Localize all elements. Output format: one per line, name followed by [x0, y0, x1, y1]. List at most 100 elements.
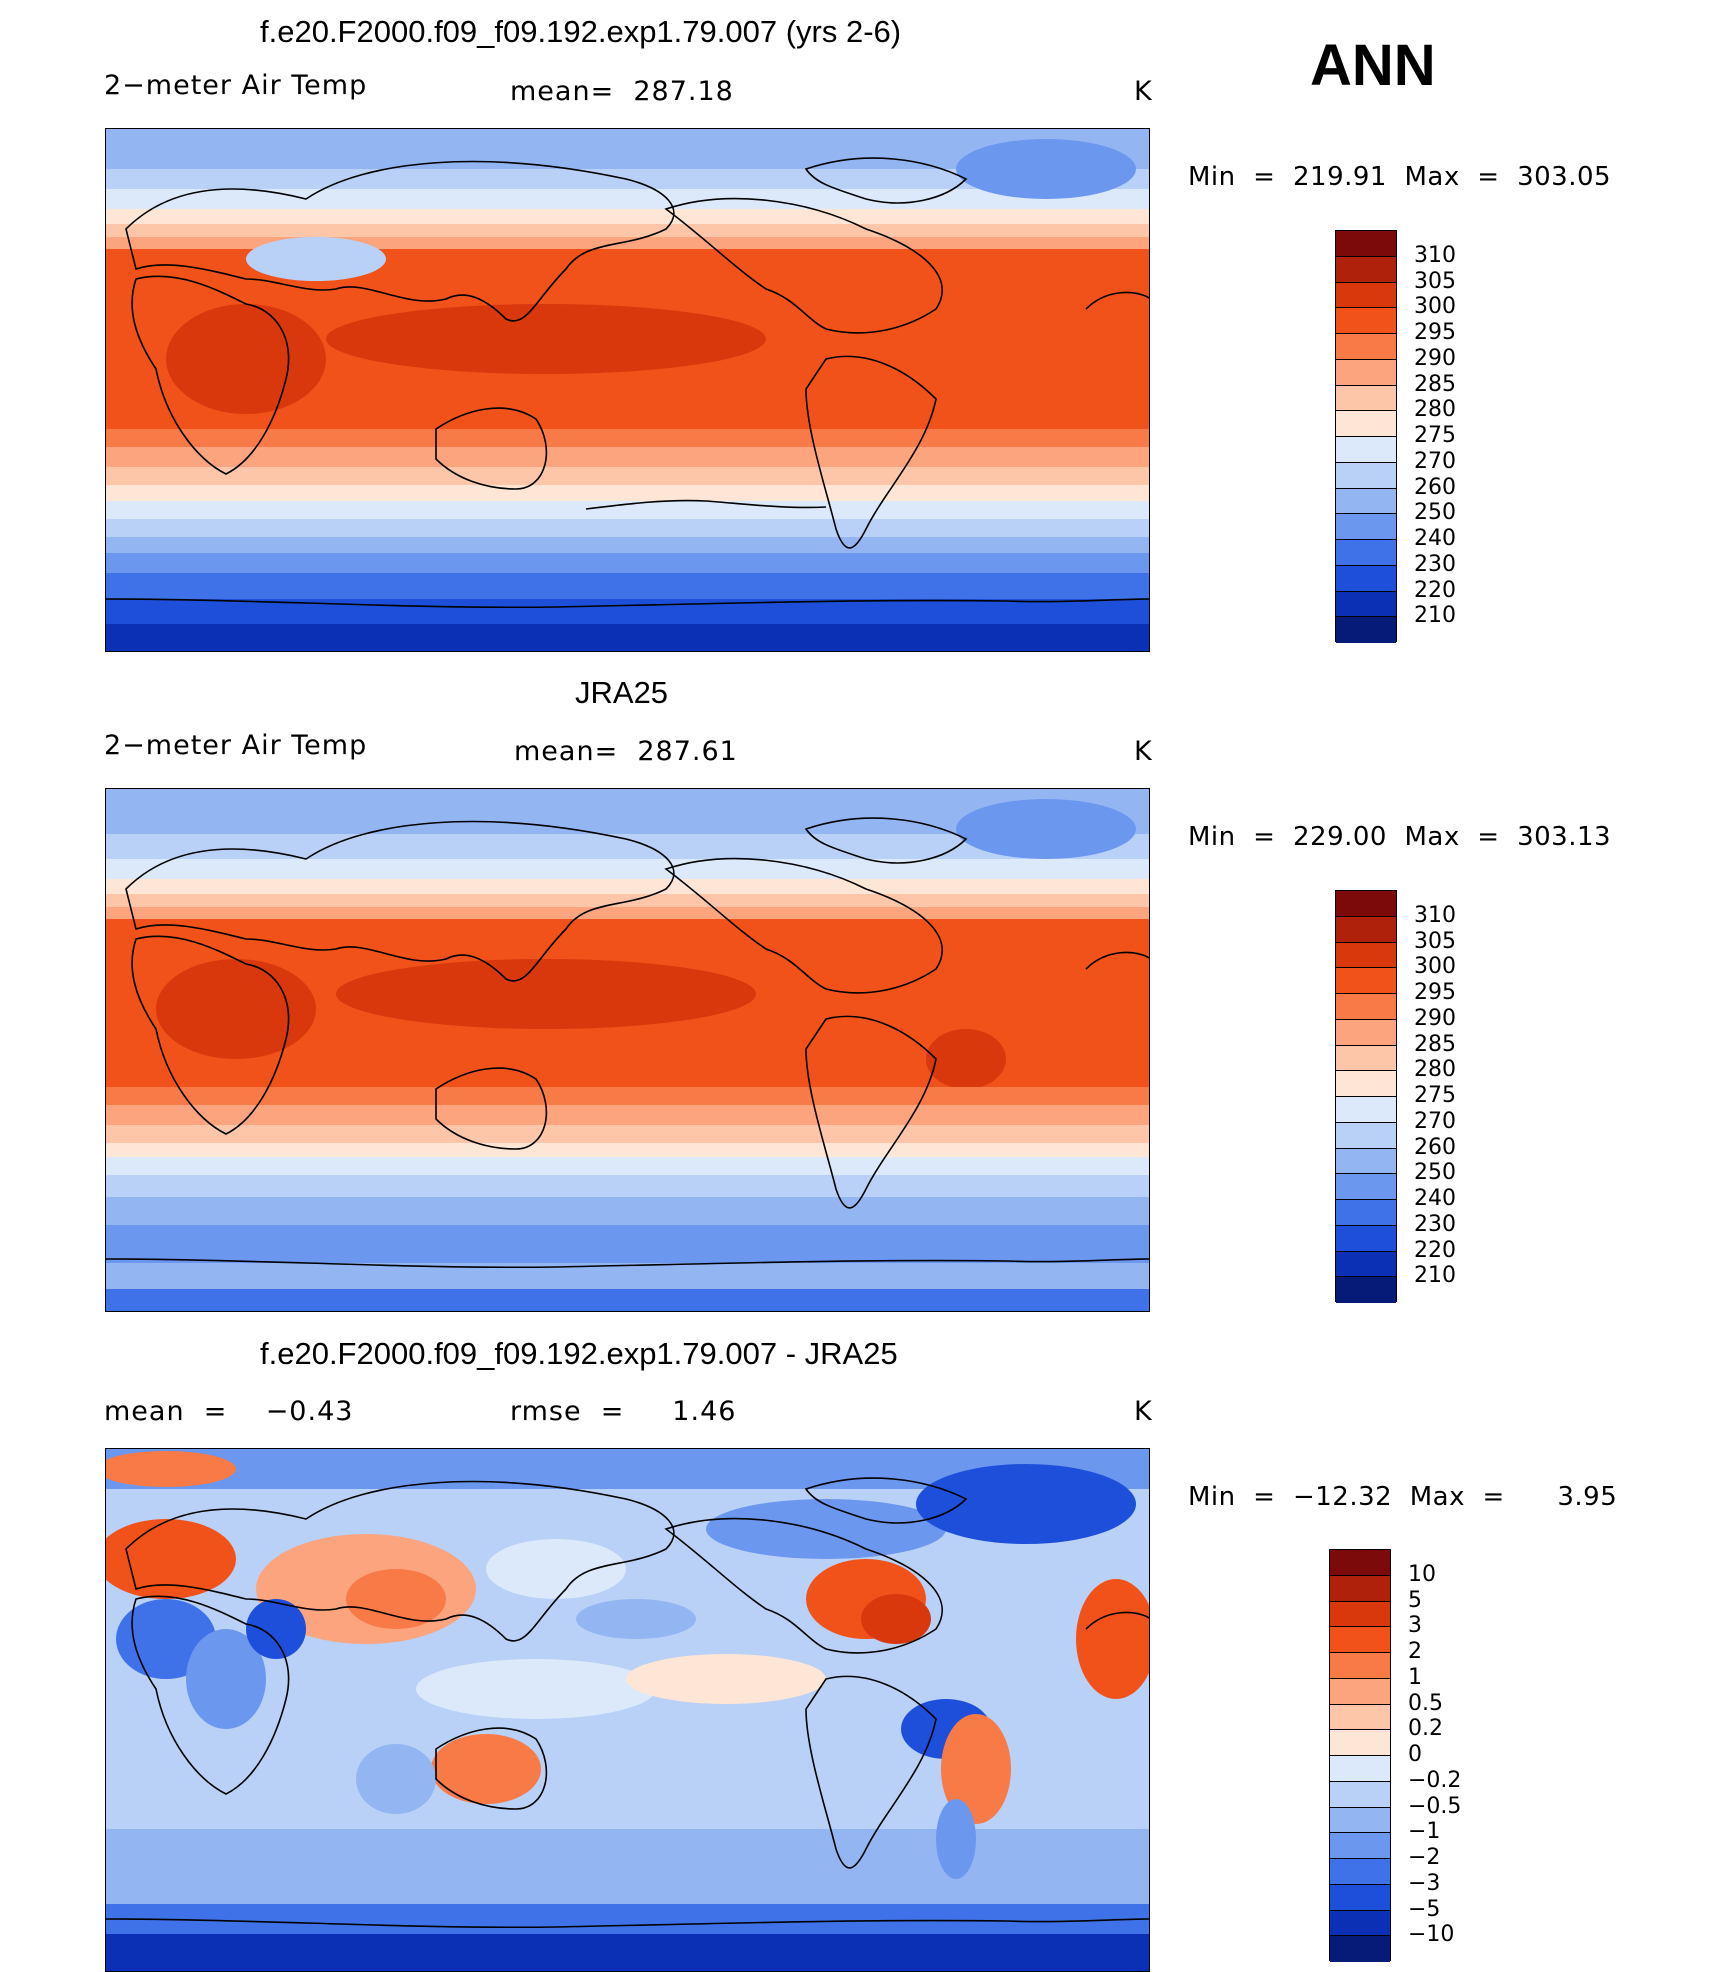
colorbar-tick-label: 300 — [1414, 954, 1456, 980]
colorbar-swatch — [1336, 591, 1396, 618]
model-colorbar-swatches — [1336, 231, 1396, 643]
colorbar-swatch — [1336, 565, 1396, 592]
colorbar-tick-label: 305 — [1414, 268, 1456, 294]
colorbar-tick-label: 295 — [1414, 320, 1456, 345]
difference-colorbar — [1329, 1549, 1391, 1962]
colorbar-swatch — [1330, 1627, 1390, 1653]
colorbar-swatch — [1330, 1678, 1390, 1705]
panel2-variable-label: 2−meter Air Temp — [104, 730, 368, 761]
colorbar-tick-label: 230 — [1414, 551, 1456, 577]
difference-colorbar-swatches — [1330, 1550, 1390, 1962]
colorbar-tick-label: 270 — [1414, 448, 1456, 474]
colorbar-tick-label: 1 — [1408, 1664, 1422, 1690]
colorbar-swatch — [1336, 968, 1396, 994]
panel2-mean-label: mean= 287.61 — [514, 736, 738, 767]
colorbar-tick-label: 250 — [1414, 1160, 1456, 1186]
colorbar-swatch — [1330, 1807, 1390, 1834]
colorbar-tick-label: 260 — [1414, 1134, 1456, 1160]
difference-map — [105, 1448, 1150, 1972]
colorbar-swatch — [1330, 1936, 1390, 1962]
colorbar-swatch — [1336, 1174, 1396, 1200]
colorbar-swatch — [1330, 1833, 1390, 1859]
jra25-colorbar — [1335, 890, 1397, 1303]
panel3-rmse-label: rmse = 1.46 — [510, 1396, 737, 1427]
colorbar-swatch — [1336, 231, 1396, 257]
colorbar-swatch — [1336, 1225, 1396, 1252]
colorbar-tick-label: 10 — [1408, 1561, 1436, 1587]
colorbar-swatch — [1330, 1756, 1390, 1782]
colorbar-swatch — [1336, 514, 1396, 540]
colorbar-tick-label: 220 — [1414, 577, 1456, 603]
colorbar-tick-label: 310 — [1414, 242, 1456, 268]
colorbar-tick-label: 290 — [1414, 345, 1456, 371]
colorbar-tick-label: 3 — [1408, 1613, 1422, 1639]
colorbar-swatch — [1336, 994, 1396, 1020]
colorbar-tick-label: −10 — [1408, 1922, 1455, 1948]
colorbar-swatch — [1330, 1730, 1390, 1756]
colorbar-swatch — [1336, 282, 1396, 309]
colorbar-tick-label: 300 — [1414, 294, 1456, 320]
colorbar-swatch — [1336, 256, 1396, 283]
colorbar-tick-label: 240 — [1414, 1186, 1456, 1211]
colorbar-tick-label: 5 — [1408, 1587, 1422, 1613]
colorbar-swatch — [1336, 462, 1396, 489]
colorbar-tick-label: 305 — [1414, 928, 1456, 954]
colorbar-swatch — [1336, 308, 1396, 334]
colorbar-swatch — [1330, 1910, 1390, 1937]
panel1-title: f.e20.F2000.f09_f09.192.exp1.79.007 (yrs… — [260, 14, 902, 49]
colorbar-swatch — [1336, 385, 1396, 412]
colorbar-swatch — [1330, 1884, 1390, 1911]
colorbar-swatch — [1336, 411, 1396, 437]
panel1-mean-label: mean= 287.18 — [510, 76, 734, 107]
colorbar-tick-label: 285 — [1414, 371, 1456, 397]
colorbar-tick-label: 270 — [1414, 1108, 1456, 1134]
panel1-minmax: Min = 219.91 Max = 303.05 — [1188, 162, 1612, 192]
panel1-variable-label: 2−meter Air Temp — [104, 70, 368, 101]
colorbar-swatch — [1336, 916, 1396, 943]
colorbar-swatch — [1336, 540, 1396, 566]
colorbar-swatch — [1330, 1859, 1390, 1885]
colorbar-tick-label: 260 — [1414, 474, 1456, 500]
colorbar-tick-label: −0.5 — [1408, 1793, 1462, 1819]
panel1-units-label: K — [1134, 76, 1153, 107]
colorbar-tick-label: 290 — [1414, 1005, 1456, 1031]
panel2-units-label: K — [1134, 736, 1153, 767]
colorbar-swatch — [1336, 1148, 1396, 1175]
colorbar-swatch — [1336, 1122, 1396, 1149]
colorbar-tick-label: −3 — [1408, 1870, 1441, 1896]
colorbar-swatch — [1336, 1045, 1396, 1072]
colorbar-swatch — [1336, 1097, 1396, 1123]
colorbar-swatch — [1336, 1071, 1396, 1097]
colorbar-swatch — [1330, 1653, 1390, 1679]
colorbar-swatch — [1336, 1277, 1396, 1303]
panel3-mean-label: mean = −0.43 — [104, 1396, 354, 1427]
colorbar-swatch — [1336, 1200, 1396, 1226]
colorbar-tick-label: 275 — [1414, 423, 1456, 448]
colorbar-tick-label: 0 — [1408, 1742, 1422, 1767]
colorbar-tick-label: 310 — [1414, 902, 1456, 928]
colorbar-swatch — [1336, 942, 1396, 969]
jra25-colorbar-swatches — [1336, 891, 1396, 1303]
colorbar-tick-label: 0.5 — [1408, 1690, 1443, 1716]
colorbar-tick-label: 250 — [1414, 500, 1456, 526]
panel3-minmax: Min = −12.32 Max = 3.95 — [1188, 1482, 1618, 1512]
colorbar-swatch — [1336, 891, 1396, 917]
colorbar-swatch — [1330, 1704, 1390, 1731]
model-colorbar — [1335, 230, 1397, 643]
colorbar-tick-label: 295 — [1414, 980, 1456, 1005]
season-label: ANN — [1310, 33, 1436, 98]
colorbar-tick-label: 230 — [1414, 1211, 1456, 1237]
panel3-title: f.e20.F2000.f09_f09.192.exp1.79.007 - JR… — [260, 1336, 898, 1371]
panel2-minmax: Min = 229.00 Max = 303.13 — [1188, 822, 1612, 852]
colorbar-tick-label: 285 — [1414, 1031, 1456, 1057]
colorbar-tick-label: −0.2 — [1408, 1767, 1462, 1793]
colorbar-swatch — [1330, 1550, 1390, 1576]
colorbar-tick-label: 275 — [1414, 1083, 1456, 1108]
model-temperature-map — [105, 128, 1150, 652]
panel2-title: JRA25 — [575, 675, 669, 710]
jra25-temperature-map — [105, 788, 1150, 1312]
colorbar-tick-label: −5 — [1408, 1896, 1441, 1922]
colorbar-swatch — [1336, 1251, 1396, 1278]
colorbar-swatch — [1336, 617, 1396, 643]
colorbar-tick-label: 2 — [1408, 1639, 1422, 1664]
